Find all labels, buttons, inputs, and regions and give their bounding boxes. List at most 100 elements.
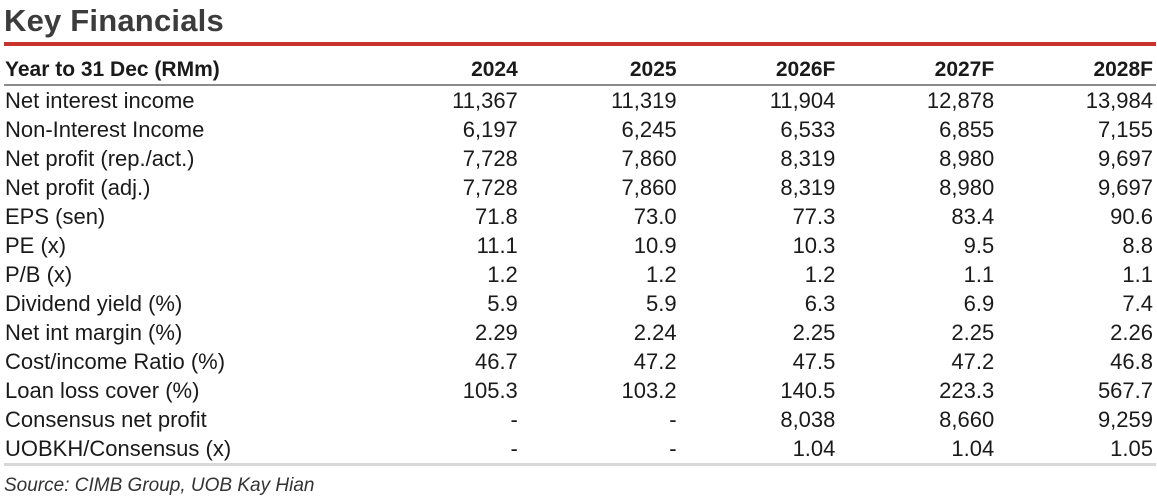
table-cell: 5.9 bbox=[646, 291, 677, 316]
table-row: Consensus net profit - - 8,038 8,660 9,259 bbox=[4, 405, 1156, 434]
table-row: UOBKH/Consensus (x) - -1.04 1.04 1.05 bbox=[4, 434, 1156, 466]
table-cell: 1.2 bbox=[804, 262, 836, 287]
title-divider bbox=[4, 42, 1156, 46]
table-cell: 7,728 bbox=[462, 175, 518, 200]
table-cell: 9,697 bbox=[1097, 146, 1153, 171]
table-cell: - bbox=[362, 434, 521, 466]
column-header-2027f: 2027F bbox=[838, 55, 998, 86]
table-cell: - bbox=[520, 434, 680, 466]
table-cell: 47.2 bbox=[951, 349, 995, 374]
row-label: Cost/income Ratio (%) bbox=[5, 349, 226, 374]
table-cell: 6,197 bbox=[462, 117, 518, 142]
table-cell: 6.9 bbox=[963, 291, 995, 316]
table-cell: 2.25 bbox=[792, 320, 836, 345]
row-label: UOBKH/Consensus (x) bbox=[4, 434, 362, 466]
table-cell: 8,980 bbox=[939, 146, 995, 171]
table-cell: 6,245 bbox=[621, 117, 677, 142]
row-label: Net profit (adj.) bbox=[5, 175, 151, 200]
table-cell: 9.5 bbox=[963, 233, 995, 258]
row-label: EPS (sen) bbox=[5, 204, 106, 229]
table-cell: 11,904 bbox=[769, 88, 836, 113]
table-cell: 1.04 bbox=[838, 434, 998, 466]
table-cell: 105.3 bbox=[462, 378, 518, 403]
table-cell: 77.3 bbox=[792, 204, 836, 229]
table-row: EPS (sen) 71.8 73.0 77.3 83.4 90.6 bbox=[4, 202, 1156, 231]
table-row: Non-Interest Income 6,197 6,245 6,533 6,855 7… bbox=[4, 115, 1156, 144]
table-cell: 73.0 bbox=[633, 204, 677, 229]
source-note: Source: CIMB Group, UOB Kay Hian bbox=[4, 475, 315, 496]
table-cell: 8,038 bbox=[780, 407, 836, 432]
row-label: Non-Interest Income bbox=[5, 117, 205, 142]
table-row: Net int margin (%) 2.29 2.24 2.25 2.25 2.26 bbox=[4, 318, 1156, 347]
key-financials-table: Year to 31 Dec (RMm) 2024 2025 2026F 202… bbox=[4, 55, 1156, 466]
row-label: Net int margin (%) bbox=[5, 320, 183, 345]
table-cell: 2.25 bbox=[951, 320, 995, 345]
column-header-2024: 2024 bbox=[362, 55, 521, 86]
table-cell: 11,367 bbox=[452, 88, 518, 113]
table-cell: 1.04 bbox=[679, 434, 839, 466]
row-label: PE (x) bbox=[5, 233, 67, 258]
table-cell: 140.5 bbox=[780, 378, 836, 403]
table-cell: 9,259 bbox=[1097, 407, 1153, 432]
row-label: Net interest income bbox=[5, 88, 195, 113]
table-cell: 46.7 bbox=[474, 349, 518, 374]
column-header-2025: 2025 bbox=[520, 55, 680, 86]
column-header-2026f: 2026F bbox=[679, 55, 839, 86]
table-row: Loan loss cover (%) 105.3 103.2 140.5 223.3 5… bbox=[4, 376, 1156, 405]
table-cell: 7,155 bbox=[1097, 117, 1153, 142]
table-cell: 46.8 bbox=[1110, 349, 1153, 374]
table-cell: 2.26 bbox=[1110, 320, 1153, 345]
table-cell: 7,860 bbox=[621, 175, 677, 200]
table-cell: 10.9 bbox=[633, 233, 677, 258]
column-header-label: Year to 31 Dec (RMm) bbox=[4, 55, 362, 86]
table-cell: 7,860 bbox=[621, 146, 677, 171]
table-row: Cost/income Ratio (%) 46.7 47.2 47.5 47.2 46.… bbox=[4, 347, 1156, 376]
row-label: P/B (x) bbox=[5, 262, 73, 287]
table-cell: 1.05 bbox=[997, 434, 1156, 466]
table-cell: 8.8 bbox=[1122, 233, 1153, 258]
table-cell: 83.4 bbox=[951, 204, 995, 229]
table-cell: 7.4 bbox=[1122, 291, 1153, 316]
table-cell: 12,878 bbox=[926, 88, 995, 113]
table-cell: 5.9 bbox=[487, 291, 518, 316]
table-cell: 7,728 bbox=[462, 146, 518, 171]
table-cell: 1.1 bbox=[963, 262, 995, 287]
table-cell: 6,855 bbox=[939, 117, 995, 142]
row-label: Consensus net profit bbox=[5, 407, 207, 432]
table-cell: 8,980 bbox=[939, 175, 995, 200]
table-cell: 11,319 bbox=[610, 88, 677, 113]
table-cell: 1.1 bbox=[1122, 262, 1153, 287]
table-cell: 1.2 bbox=[487, 262, 518, 287]
table-cell: 71.8 bbox=[474, 204, 518, 229]
table-cell: 223.3 bbox=[939, 378, 995, 403]
table-row: Dividend yield (%) 5.9 5.9 6.3 6.9 7.4 bbox=[4, 289, 1156, 318]
table-cell: 2.29 bbox=[474, 320, 518, 345]
table-cell: 11.1 bbox=[476, 233, 518, 258]
table-cell: 6.3 bbox=[804, 291, 836, 316]
table-row: Net profit (adj.) 7,728 7,860 8,319 8,980 9,6… bbox=[4, 173, 1156, 202]
table-cell: 8,319 bbox=[780, 146, 836, 171]
table-header-row: Year to 31 Dec (RMm) 2024 2025 2026F 202… bbox=[4, 55, 1156, 86]
page-title: Key Financials bbox=[4, 3, 224, 38]
table-cell: - bbox=[669, 407, 677, 432]
table-cell: 47.5 bbox=[792, 349, 836, 374]
table-cell: 8,319 bbox=[780, 175, 836, 200]
table-cell: 1.2 bbox=[646, 262, 677, 287]
table-cell: 8,660 bbox=[939, 407, 995, 432]
table-cell: 13,984 bbox=[1085, 88, 1153, 113]
table-cell: 10.3 bbox=[792, 233, 836, 258]
table-row: Net profit (rep./act.) 7,728 7,860 8,319 8,9… bbox=[4, 144, 1156, 173]
table-cell: 9,697 bbox=[1097, 175, 1153, 200]
row-label: Net profit (rep./act.) bbox=[5, 146, 195, 171]
table-row: P/B (x) 1.2 1.2 1.2 1.1 1.1 bbox=[4, 260, 1156, 289]
row-label: Dividend yield (%) bbox=[5, 291, 183, 316]
row-label: Loan loss cover (%) bbox=[5, 378, 200, 403]
table-row: PE (x) 11.1 10.9 10.3 9.5 8.8 bbox=[4, 231, 1156, 260]
table-cell: 2.24 bbox=[633, 320, 677, 345]
table-cell: 90.6 bbox=[1110, 204, 1153, 229]
table-cell: - bbox=[510, 407, 518, 432]
table-cell: 567.7 bbox=[1097, 378, 1153, 403]
table-row: Net interest income 11,367 11,319 11,904 12,… bbox=[4, 85, 1156, 115]
table-cell: 103.2 bbox=[621, 378, 677, 403]
column-header-2028f: 2028F bbox=[997, 55, 1156, 86]
